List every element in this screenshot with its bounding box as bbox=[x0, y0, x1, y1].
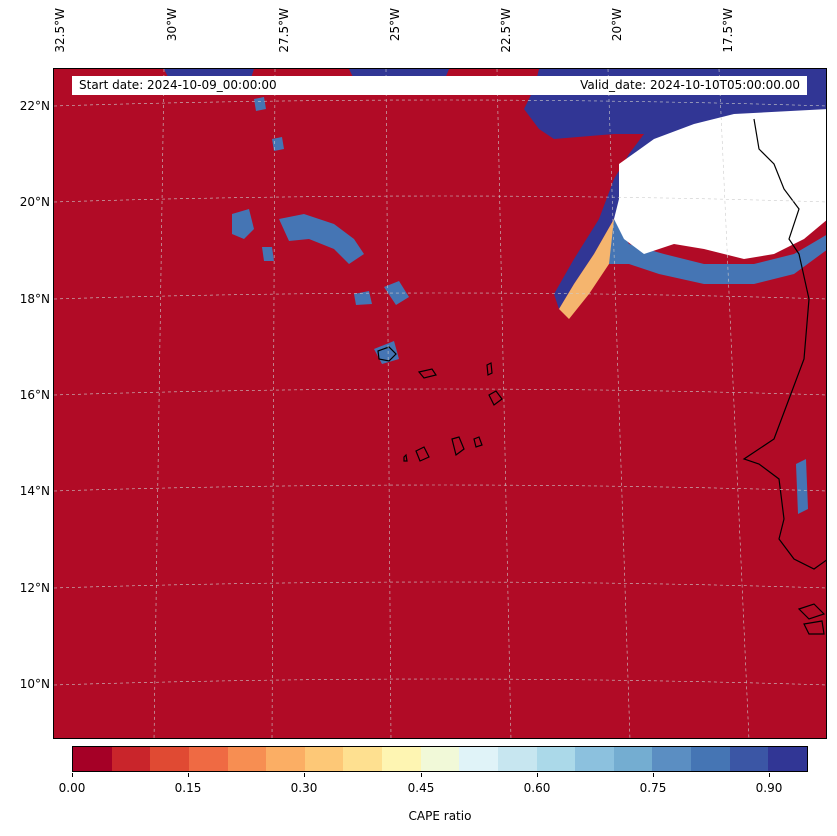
colorbar-segment bbox=[536, 747, 576, 771]
longitude-label: 22.5°W bbox=[499, 8, 513, 53]
colorbar-tick-label: 0.90 bbox=[755, 781, 783, 795]
gridlines bbox=[54, 69, 826, 738]
cape-transition-band bbox=[559, 219, 624, 319]
colorbar-segment bbox=[459, 747, 498, 771]
longitude-label: 20°W bbox=[610, 8, 624, 42]
colorbar bbox=[72, 746, 808, 772]
colorbar-title: CAPE ratio bbox=[408, 809, 472, 823]
colorbar-segment bbox=[420, 747, 460, 771]
cape-scatter-5 bbox=[374, 341, 399, 364]
colorbar-tick-label: 0.15 bbox=[174, 781, 202, 795]
cape-scatter-9 bbox=[262, 247, 274, 261]
latitude-label: 12°N bbox=[19, 581, 50, 595]
cape-scatter-8 bbox=[272, 137, 284, 151]
colorbar-segment bbox=[266, 747, 305, 771]
longitude-label: 32.5°W bbox=[53, 8, 67, 53]
colorbar-segment bbox=[768, 747, 807, 771]
longitude-label: 27.5°W bbox=[277, 8, 291, 53]
colorbar-tick bbox=[653, 773, 654, 777]
valid-date-label: Valid_date: 2024-10-10T05:00:00.00 bbox=[580, 78, 800, 92]
colorbar-segment bbox=[613, 747, 653, 771]
colorbar-segment bbox=[304, 747, 344, 771]
no-data-region bbox=[614, 109, 826, 259]
colorbar-segment bbox=[343, 747, 382, 771]
latitude-label: 18°N bbox=[19, 292, 50, 306]
colorbar-tick bbox=[304, 773, 305, 777]
colorbar-tick bbox=[769, 773, 770, 777]
latitude-label: 20°N bbox=[19, 195, 50, 209]
cape-scatter-4 bbox=[354, 291, 372, 305]
colorbar-tick-label: 0.30 bbox=[290, 781, 318, 795]
longitude-label: 25°W bbox=[388, 8, 402, 42]
colorbar-segment bbox=[652, 747, 691, 771]
cape-scatter-1 bbox=[279, 214, 364, 264]
latitude-label: 16°N bbox=[19, 388, 50, 402]
cape-scatter-6 bbox=[796, 459, 808, 514]
colorbar-tick bbox=[537, 773, 538, 777]
map-panel bbox=[53, 68, 827, 739]
colorbar-segment bbox=[150, 747, 189, 771]
cape-scatter-2 bbox=[232, 209, 254, 239]
colorbar-tick-label: 0.45 bbox=[407, 781, 435, 795]
colorbar-tick-label: 0.75 bbox=[639, 781, 667, 795]
colorbar-tick bbox=[421, 773, 422, 777]
colorbar-tick-label: 0.00 bbox=[58, 781, 86, 795]
colorbar-tick bbox=[188, 773, 189, 777]
longitude-label: 30°W bbox=[165, 8, 179, 42]
longitude-label: 17.5°W bbox=[721, 8, 735, 53]
latitude-label: 14°N bbox=[19, 484, 50, 498]
colorbar-segment bbox=[575, 747, 614, 771]
coastline bbox=[377, 118, 826, 635]
colorbar-segment bbox=[691, 747, 730, 771]
colorbar-segment bbox=[188, 747, 228, 771]
colorbar-segment bbox=[73, 747, 112, 771]
latitude-label: 10°N bbox=[19, 677, 50, 691]
colorbar-segment bbox=[729, 747, 769, 771]
latitude-label: 22°N bbox=[19, 99, 50, 113]
map-canvas bbox=[54, 69, 826, 738]
colorbar-tick-label: 0.60 bbox=[523, 781, 551, 795]
cape-scatter-7 bbox=[254, 97, 266, 111]
cape-blue-band-south bbox=[609, 219, 826, 284]
colorbar-segment bbox=[497, 747, 537, 771]
start-date-label: Start date: 2024-10-09_00:00:00 bbox=[79, 78, 277, 92]
colorbar-tick bbox=[72, 773, 73, 777]
date-info-bar: Start date: 2024-10-09_00:00:00 Valid_da… bbox=[72, 76, 807, 95]
colorbar-segment bbox=[111, 747, 151, 771]
colorbar-segment bbox=[382, 747, 421, 771]
colorbar-segment bbox=[227, 747, 267, 771]
